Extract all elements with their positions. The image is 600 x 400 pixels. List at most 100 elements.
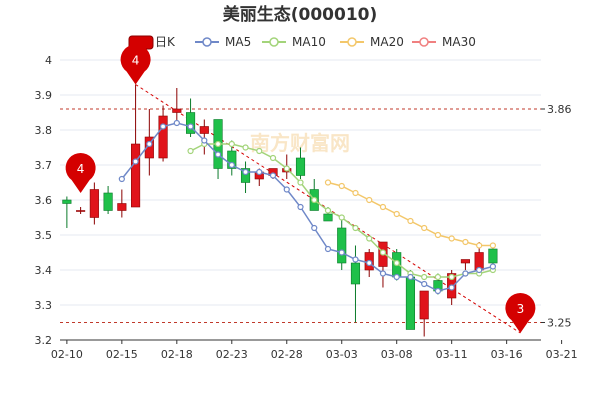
candle-body [323,213,333,222]
candle-body [240,168,251,183]
legend-point-swatch [202,37,212,47]
candle-body [227,150,237,169]
ma20-point [379,203,387,211]
ma20-point [338,182,345,190]
price-marker: 3 [505,293,536,333]
legend-point-swatch [419,37,429,47]
ma20-point [421,224,428,232]
ma5-point [201,137,208,144]
candle [199,119,209,155]
y-tick-label: 3.2 [35,334,53,347]
ma5-point [132,158,139,165]
candle-body [199,126,209,134]
ma5-point [187,123,194,130]
reference-label: 3.86 [547,103,572,116]
candle-body [337,227,347,264]
reference-label: 3.25 [547,317,572,330]
reference-lines: 3.86 3.25 [60,103,572,330]
y-tick-label: 3.8 [35,124,53,137]
legend-label: MA5 [225,35,251,49]
candle [419,290,429,337]
legend-point-swatch [347,37,357,47]
ma5-point [476,266,483,274]
ma5-point [462,270,469,277]
ma20-point [407,217,414,225]
candle-body [295,157,306,176]
marker-label: 4 [132,54,140,68]
ma5-point [352,256,359,263]
candle [185,98,196,137]
ma5-point [214,151,222,158]
ma10-point [187,147,194,155]
ma10-point [379,249,387,256]
legend-item: MA5 [195,35,251,49]
ma5-point [434,287,442,295]
ma5-point [118,175,125,183]
marker-pin [65,153,96,193]
candle [295,147,306,179]
candle-body [76,210,86,212]
ma20-point [448,235,455,242]
candle-body [460,259,470,264]
ma5-point [407,273,414,281]
legend-item: MA30 [412,35,476,49]
legend-label: 日K [155,35,176,49]
ma20-point [489,242,496,249]
candle-body [131,143,141,208]
candle-body [89,189,99,218]
candle [117,189,127,218]
ma5-point [256,168,263,176]
ma5-point [242,168,249,176]
ma10-point [269,154,277,162]
x-tick-label: 02-18 [161,348,193,361]
y-tick-label: 3.3 [35,299,53,312]
x-tick-label: 02-28 [271,348,303,361]
candle-body [117,203,127,211]
candle [460,259,470,270]
candle-body [62,199,72,204]
ma5-point [393,273,400,281]
markers[interactable]: 4 4 3 [65,44,536,334]
ma10-point [214,140,222,148]
ma5-point [228,161,235,169]
ma20-point [393,210,400,218]
ma20-point [352,189,359,197]
marker-label: 3 [517,302,525,316]
ma20-point [462,238,469,246]
candle-body [103,192,113,211]
ma10-point [256,147,263,155]
ma5-point [366,259,373,267]
legend-point-swatch [269,37,279,47]
candle [488,245,498,267]
candle-body [144,136,154,159]
candle-body [419,290,429,320]
ma10-point [242,144,249,151]
candle-body [488,248,498,264]
y-tick-label: 3.5 [35,229,53,242]
candle [337,217,347,270]
ma10-point [421,273,428,281]
x-tick-label: 03-21 [546,348,578,361]
ma10-point [393,259,400,267]
ma20-point [476,242,483,249]
ma10-point [338,214,345,221]
ma5-point [379,270,387,277]
candle [158,105,168,162]
ma5-line [121,122,494,292]
legend[interactable]: 日K MA5 MA10 MA20 MA30 [128,35,476,50]
x-tick-label: 03-16 [491,348,523,361]
ma20-point [324,179,332,186]
candle-body [185,112,196,134]
x-tick-label: 03-03 [326,348,358,361]
ma20-point [366,196,373,204]
x-tick-label: 03-11 [436,348,468,361]
x-tick-label: 02-10 [51,348,83,361]
y-tick-label: 3.9 [35,89,53,102]
axes: 3.2 3.3 3.4 3.5 3.6 3.7 3.8 3.9 4 02-10 02-15 02-18… [35,54,578,361]
ma20-point [434,231,442,239]
price-marker: 4 [65,153,96,193]
ma5-point [173,119,180,127]
ma10-point [297,179,304,186]
y-tick-label: 3.4 [35,264,53,277]
